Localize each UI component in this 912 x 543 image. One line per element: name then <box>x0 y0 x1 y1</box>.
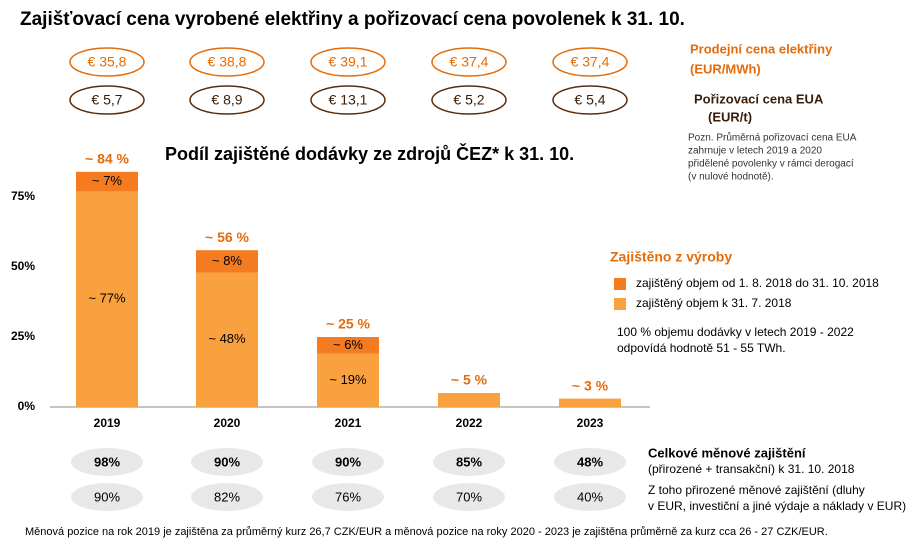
hedge-badge <box>191 448 263 476</box>
y-tick-label: 0% <box>18 399 36 413</box>
bar-segment <box>438 393 500 407</box>
x-tick-label: 2023 <box>577 416 604 430</box>
price-value: € 5,7 <box>91 92 122 108</box>
price-badge <box>69 47 145 77</box>
bar-segment <box>76 171 138 192</box>
price-value: € 37,4 <box>450 54 489 70</box>
price-badge <box>431 85 507 115</box>
segment-label: ~ 48% <box>208 331 246 346</box>
bar-segment <box>196 272 258 407</box>
price-row-label: Prodejní cena elektřiny <box>690 41 833 56</box>
hedge-badge <box>312 448 384 476</box>
price-row-label: Pořizovací cena EUA <box>694 91 824 106</box>
hedge-value: 85% <box>456 454 482 469</box>
segment-label: ~ 19% <box>329 372 367 387</box>
price-badge <box>189 85 265 115</box>
price-badge <box>431 47 507 77</box>
hedge-badge <box>433 448 505 476</box>
price-badge <box>69 85 145 115</box>
price-value: € 39,1 <box>329 54 368 70</box>
hedge-value: 98% <box>94 454 120 469</box>
legend-swatch <box>614 278 626 290</box>
x-tick-label: 2021 <box>335 416 362 430</box>
header-title: Zajišťovací cena vyrobené elektřiny a po… <box>20 9 685 30</box>
y-tick-label: 75% <box>11 189 35 203</box>
hedge-badge <box>191 483 263 511</box>
eua-note: Pozn. Průměrná pořizovací cena EUA <box>688 132 857 144</box>
x-tick-label: 2019 <box>94 416 121 430</box>
price-badge <box>552 85 628 115</box>
hedge-badge <box>71 448 143 476</box>
price-value: € 37,4 <box>571 54 610 70</box>
x-tick-label: 2020 <box>214 416 241 430</box>
price-value: € 13,1 <box>329 92 368 108</box>
hedge-badge <box>312 483 384 511</box>
eua-note: zahrnuje v letech 2019 a 2020 <box>688 146 822 157</box>
hedge-badge <box>554 483 626 511</box>
legend-note: 100 % objemu dodávky v letech 2019 - 202… <box>617 325 854 339</box>
hedge-value: 82% <box>214 489 240 504</box>
hedge-badge <box>71 483 143 511</box>
eua-note: přidělené povolenky v rámci derogací <box>688 159 854 170</box>
price-badge <box>189 47 265 77</box>
eua-note: (v nulové hodnotě). <box>688 172 774 183</box>
legend-note: odpovídá hodnotě 51 - 55 TWh. <box>617 341 786 355</box>
price-row-label: (EUR/t) <box>708 109 752 124</box>
footnote: Měnová pozice na rok 2019 je zajištěna z… <box>25 526 828 538</box>
legend-title: Zajištěno z výroby <box>610 249 732 265</box>
hedge-value: 90% <box>94 489 120 504</box>
price-badge <box>310 85 386 115</box>
hedge-badge <box>554 448 626 476</box>
hedge-value: 70% <box>456 489 482 504</box>
hedge-value: 76% <box>335 489 361 504</box>
total-label: ~ 3 % <box>572 377 609 393</box>
x-tick-label: 2022 <box>456 416 483 430</box>
hedge-row-label: (přirozené + transakční) k 31. 10. 2018 <box>648 462 855 476</box>
hedge-value: 90% <box>335 454 361 469</box>
legend-label: zajištěný objem k 31. 7. 2018 <box>636 296 792 310</box>
total-label: ~ 56 % <box>205 229 250 245</box>
segment-label: ~ 8% <box>212 253 242 268</box>
bar-segment <box>196 250 258 273</box>
total-label: ~ 5 % <box>451 372 488 388</box>
bar-segment <box>559 398 621 407</box>
segment-label: ~ 7% <box>92 173 122 188</box>
segment-label: ~ 6% <box>333 337 363 352</box>
hedge-row-label: Celkové měnové zajištění <box>648 445 806 460</box>
bar-segment <box>317 353 379 407</box>
price-value: € 35,8 <box>88 54 127 70</box>
hedge-value: 40% <box>577 489 603 504</box>
price-value: € 5,4 <box>574 92 605 108</box>
bar-segment <box>76 191 138 407</box>
hedge-row-label: v EUR, investiční a jiné výdaje a náklad… <box>648 499 906 513</box>
segment-label: ~ 77% <box>88 291 126 306</box>
legend-swatch <box>614 298 626 310</box>
hedge-value: 90% <box>214 454 240 469</box>
y-tick-label: 25% <box>11 329 35 343</box>
bar-segment <box>317 337 379 354</box>
total-label: ~ 25 % <box>326 316 371 332</box>
price-value: € 8,9 <box>211 92 242 108</box>
hedge-badge <box>433 483 505 511</box>
price-row-label: (EUR/MWh) <box>690 61 761 76</box>
total-label: ~ 84 % <box>85 151 130 167</box>
hedge-row-label: Z toho přirozené měnové zajištění (dluhy <box>648 483 865 497</box>
price-badge <box>310 47 386 77</box>
chart-title: Podíl zajištěné dodávky ze zdrojů ČEZ* k… <box>165 143 574 164</box>
price-value: € 38,8 <box>208 54 247 70</box>
price-badge <box>552 47 628 77</box>
price-value: € 5,2 <box>453 92 484 108</box>
legend-label: zajištěný objem od 1. 8. 2018 do 31. 10.… <box>636 276 879 290</box>
y-tick-label: 50% <box>11 259 35 273</box>
hedge-value: 48% <box>577 454 603 469</box>
